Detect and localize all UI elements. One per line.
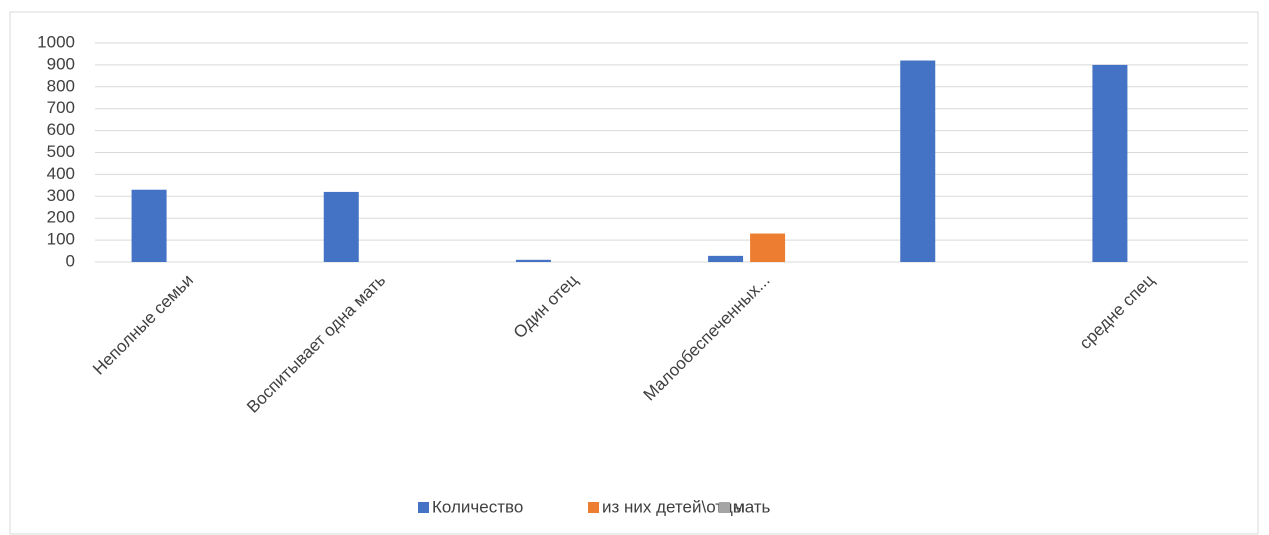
bar xyxy=(515,259,551,262)
y-tick-label: 200 xyxy=(47,208,75,227)
legend-label: из них детей\отцы xyxy=(602,497,745,516)
legend-label: мать xyxy=(733,497,771,516)
legend-swatch xyxy=(418,502,429,513)
bar xyxy=(323,191,359,262)
y-tick-label: 900 xyxy=(47,54,75,73)
bar xyxy=(131,189,167,262)
y-tick-label: 400 xyxy=(47,164,75,183)
chart-area xyxy=(9,11,1259,535)
y-tick-label: 0 xyxy=(66,251,75,270)
bar xyxy=(900,60,936,262)
legend-swatch xyxy=(588,502,599,513)
y-tick-label: 700 xyxy=(47,98,75,117)
bar xyxy=(1092,64,1128,263)
y-tick-label: 300 xyxy=(47,186,75,205)
y-tick-label: 500 xyxy=(47,142,75,161)
legend-label: Количество xyxy=(432,497,523,516)
y-tick-label: 800 xyxy=(47,76,75,95)
y-tick-label: 100 xyxy=(47,230,75,249)
legend-swatch xyxy=(719,502,730,513)
y-tick-label: 600 xyxy=(47,120,75,139)
bar xyxy=(708,255,744,262)
y-tick-label: 1000 xyxy=(37,32,75,51)
bar xyxy=(750,233,786,262)
